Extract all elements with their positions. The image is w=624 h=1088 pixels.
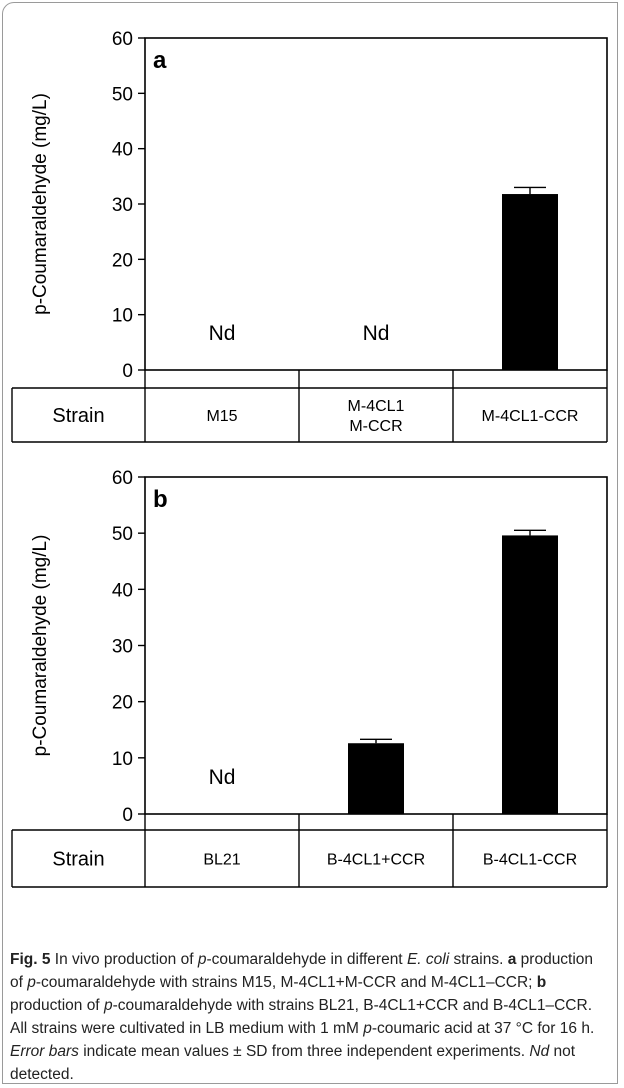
caption-panel-b: b: [536, 974, 547, 991]
category-label: M-4CL1-CCR: [482, 408, 579, 425]
caption-italic: p: [103, 997, 113, 1014]
y-tick-label: 50: [112, 524, 133, 545]
y-tick-label: 50: [112, 84, 133, 105]
chart-panel-a: 0 10 20 30 40 50 60 p-Coumaraldehyde (mg/L) a Nd N…: [11, 29, 608, 443]
caption-text: production of: [10, 997, 104, 1014]
category-label: BL21: [203, 852, 240, 869]
caption-text: production of: [10, 951, 594, 991]
bar-annotation: Nd: [363, 322, 390, 345]
caption-italic: p: [27, 974, 36, 991]
y-axis-label: p-Coumaraldehyde (mg/L): [30, 93, 51, 315]
category-label-line: B-4CL1+CCR: [327, 852, 425, 869]
caption-italic: Nd: [529, 1043, 550, 1060]
category-label-line: BL21: [203, 852, 240, 869]
bar-annotation: Nd: [209, 766, 236, 789]
category-label: B-4CL1-CCR: [483, 852, 577, 869]
chart-panel-b: 0 10 20 30 40 50 60 p-Coumaraldehyde (mg/L) b Nd S…: [11, 468, 608, 888]
panel-label: a: [153, 47, 167, 74]
strain-header: Strain: [52, 405, 104, 427]
y-tick-label: 0: [122, 361, 133, 382]
caption-text: indicate mean values ± SD from three ind…: [78, 1043, 530, 1060]
y-tick-label: 40: [112, 580, 133, 601]
category-label-line: M-4CL1: [348, 398, 405, 415]
caption-text: not detected.: [10, 1043, 576, 1083]
y-tick-label: 40: [112, 140, 133, 161]
caption-italic: Error bars: [10, 1043, 79, 1060]
category-label: M15: [206, 408, 237, 425]
bar-annotation: Nd: [209, 322, 236, 345]
y-tick-label: 20: [112, 693, 133, 714]
strain-header: Strain: [52, 849, 104, 871]
caption-text: -coumaraldehyde in different: [206, 951, 407, 968]
caption-text: strains.: [449, 951, 508, 968]
category-label-line: M-4CL1-CCR: [482, 408, 579, 425]
caption-italic: p: [197, 951, 207, 968]
figure-charts: 0 10 20 30 40 50 60 p-Coumaraldehyde (mg/L) a Nd N…: [11, 29, 608, 888]
caption-italic: p: [363, 1020, 372, 1037]
caption-text: -coumaraldehyde with strains BL21, B-4CL…: [10, 997, 592, 1037]
bar: [502, 535, 558, 814]
category-label-line: M15: [206, 408, 237, 425]
y-tick-label: 60: [112, 468, 133, 489]
y-tick-label: 0: [122, 805, 133, 826]
category-label-line: M-CCR: [349, 418, 402, 435]
caption-panel-a: a: [507, 951, 517, 968]
bar: [502, 194, 558, 370]
caption-fig-label: Fig. 5: [10, 951, 51, 968]
y-tick-label: 20: [112, 250, 133, 271]
y-tick-label: 30: [112, 195, 133, 216]
bar: [348, 743, 404, 814]
y-tick-label: 30: [112, 637, 133, 658]
caption-text: In vivo production of: [50, 951, 198, 968]
category-label: B-4CL1+CCR: [327, 852, 425, 869]
figure-caption: Fig. 5 In vivo production of p-coumarald…: [10, 948, 610, 1086]
y-tick-label: 60: [112, 29, 133, 50]
panel-label: b: [153, 486, 168, 513]
caption-text: -coumaric acid at 37 °C for 16 h.: [371, 1020, 595, 1037]
category-label: M-4CL1 M-CCR: [348, 398, 405, 435]
y-tick-label: 10: [112, 749, 133, 770]
y-axis-label: p-Coumaraldehyde (mg/L): [30, 535, 51, 757]
caption-italic: E. coli: [406, 951, 450, 968]
category-label-line: B-4CL1-CCR: [483, 852, 577, 869]
caption-text: -coumaraldehyde with strains M15, M-4CL1…: [35, 974, 537, 991]
y-tick-label: 10: [112, 306, 133, 327]
